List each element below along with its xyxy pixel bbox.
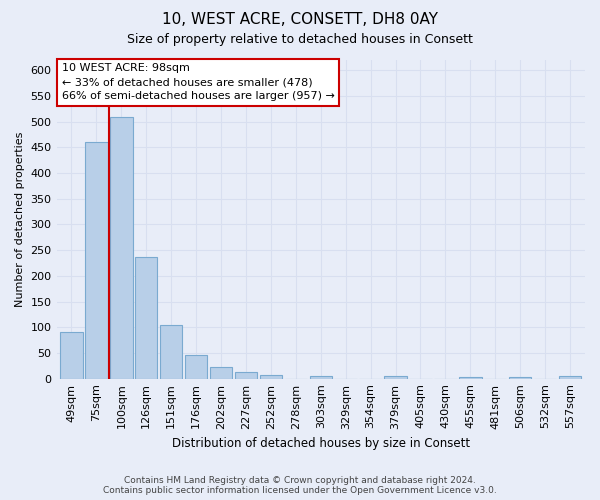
Bar [459,376,482,378]
Bar [60,332,83,378]
Bar [110,116,133,378]
Text: Contains HM Land Registry data © Crown copyright and database right 2024.
Contai: Contains HM Land Registry data © Crown c… [103,476,497,495]
Bar [385,376,407,378]
Bar [85,142,107,378]
Bar [210,368,232,378]
X-axis label: Distribution of detached houses by size in Consett: Distribution of detached houses by size … [172,437,470,450]
Bar [160,324,182,378]
Bar [509,376,532,378]
Bar [185,354,208,378]
Y-axis label: Number of detached properties: Number of detached properties [15,132,25,307]
Bar [235,372,257,378]
Bar [310,376,332,378]
Bar [135,257,157,378]
Bar [559,376,581,378]
Text: 10 WEST ACRE: 98sqm
← 33% of detached houses are smaller (478)
66% of semi-detac: 10 WEST ACRE: 98sqm ← 33% of detached ho… [62,63,335,101]
Text: 10, WEST ACRE, CONSETT, DH8 0AY: 10, WEST ACRE, CONSETT, DH8 0AY [162,12,438,28]
Text: Size of property relative to detached houses in Consett: Size of property relative to detached ho… [127,32,473,46]
Bar [260,374,282,378]
